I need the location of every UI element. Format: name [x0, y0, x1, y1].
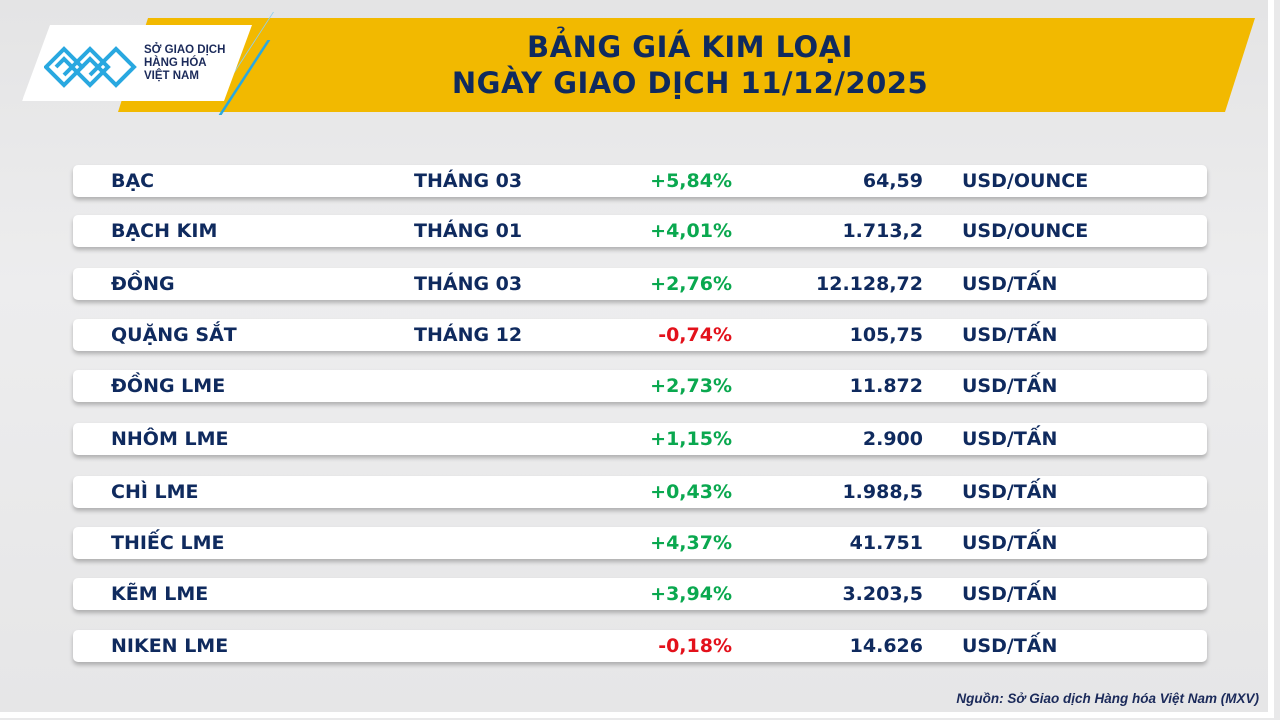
table-row: BẠC THÁNG 03 +5,84% 64,59 USD/OUNCE [73, 165, 1207, 197]
unit: USD/TẤN [962, 532, 1058, 554]
percent-change: +3,94% [650, 583, 732, 605]
contract-month: THÁNG 12 [414, 324, 523, 346]
metal-name: KẼM LME [111, 583, 209, 605]
unit: USD/TẤN [962, 428, 1058, 450]
percent-change: +2,76% [650, 273, 732, 295]
unit: USD/TẤN [962, 635, 1058, 657]
price: 2.900 [862, 428, 923, 450]
table-row: CHÌ LME +0,43% 1.988,5 USD/TẤN [73, 476, 1207, 508]
contract-month: THÁNG 03 [414, 170, 523, 192]
table-row: ĐỒNG LME +2,73% 11.872 USD/TẤN [73, 370, 1207, 402]
price: 11.872 [849, 375, 923, 397]
metal-name: THIẾC LME [111, 532, 225, 554]
contract-month: THÁNG 03 [414, 273, 523, 295]
price: 1.988,5 [842, 481, 923, 503]
percent-change: -0,18% [658, 635, 732, 657]
header-banner [118, 18, 1255, 112]
unit: USD/TẤN [962, 375, 1058, 397]
table-row: THIẾC LME +4,37% 41.751 USD/TẤN [73, 527, 1207, 559]
metal-name: QUẶNG SẮT [111, 324, 237, 346]
page-title: BẢNG GIÁ KIM LOẠI [527, 30, 853, 64]
logo-line: VIỆT NAM [144, 70, 199, 82]
percent-change: +2,73% [650, 375, 732, 397]
percent-change: +4,37% [650, 532, 732, 554]
mxv-logo [22, 25, 252, 101]
contract-month: THÁNG 01 [414, 220, 523, 242]
metal-name: ĐỒNG [111, 273, 175, 295]
price: 14.626 [849, 635, 923, 657]
table-row: QUẶNG SẮT THÁNG 12 -0,74% 105,75 USD/TẤN [73, 319, 1207, 351]
logo-text: SỞ GIAO DỊCH HÀNG HÓA VIỆT NAM [144, 44, 225, 83]
percent-change: -0,74% [658, 324, 732, 346]
percent-change: +4,01% [650, 220, 732, 242]
price: 12.128,72 [816, 273, 923, 295]
metal-name: NIKEN LME [111, 635, 229, 657]
table-row: ĐỒNG THÁNG 03 +2,76% 12.128,72 USD/TẤN [73, 268, 1207, 300]
unit: USD/TẤN [962, 273, 1058, 295]
metal-name: NHÔM LME [111, 428, 229, 450]
unit: USD/OUNCE [962, 220, 1089, 242]
price: 105,75 [849, 324, 923, 346]
logo-line: SỞ GIAO DỊCH [144, 44, 226, 56]
percent-change: +0,43% [650, 481, 732, 503]
source-note: Nguồn: Sở Giao dịch Hàng hóa Việt Nam (M… [956, 691, 1259, 706]
price: 3.203,5 [842, 583, 923, 605]
percent-change: +5,84% [650, 170, 732, 192]
unit: USD/TẤN [962, 324, 1058, 346]
price: 41.751 [849, 532, 923, 554]
unit: USD/OUNCE [962, 170, 1089, 192]
table-row: NIKEN LME -0,18% 14.626 USD/TẤN [73, 630, 1207, 662]
unit: USD/TẤN [962, 583, 1058, 605]
mxv-logo-icon [44, 45, 144, 95]
table-row: NHÔM LME +1,15% 2.900 USD/TẤN [73, 423, 1207, 455]
price: 1.713,2 [842, 220, 923, 242]
metal-name: CHÌ LME [111, 481, 199, 503]
page-subtitle-date: NGÀY GIAO DỊCH 11/12/2025 [451, 66, 929, 100]
metal-name: BẠCH KIM [111, 220, 218, 242]
logo-line: HÀNG HÓA [144, 57, 207, 69]
price: 64,59 [862, 170, 923, 192]
metal-name: ĐỒNG LME [111, 375, 226, 397]
percent-change: +1,15% [650, 428, 732, 450]
table-row: BẠCH KIM THÁNG 01 +4,01% 1.713,2 USD/OUNCE [73, 215, 1207, 247]
unit: USD/TẤN [962, 481, 1058, 503]
metal-name: BẠC [111, 170, 155, 192]
table-row: KẼM LME +3,94% 3.203,5 USD/TẤN [73, 578, 1207, 610]
